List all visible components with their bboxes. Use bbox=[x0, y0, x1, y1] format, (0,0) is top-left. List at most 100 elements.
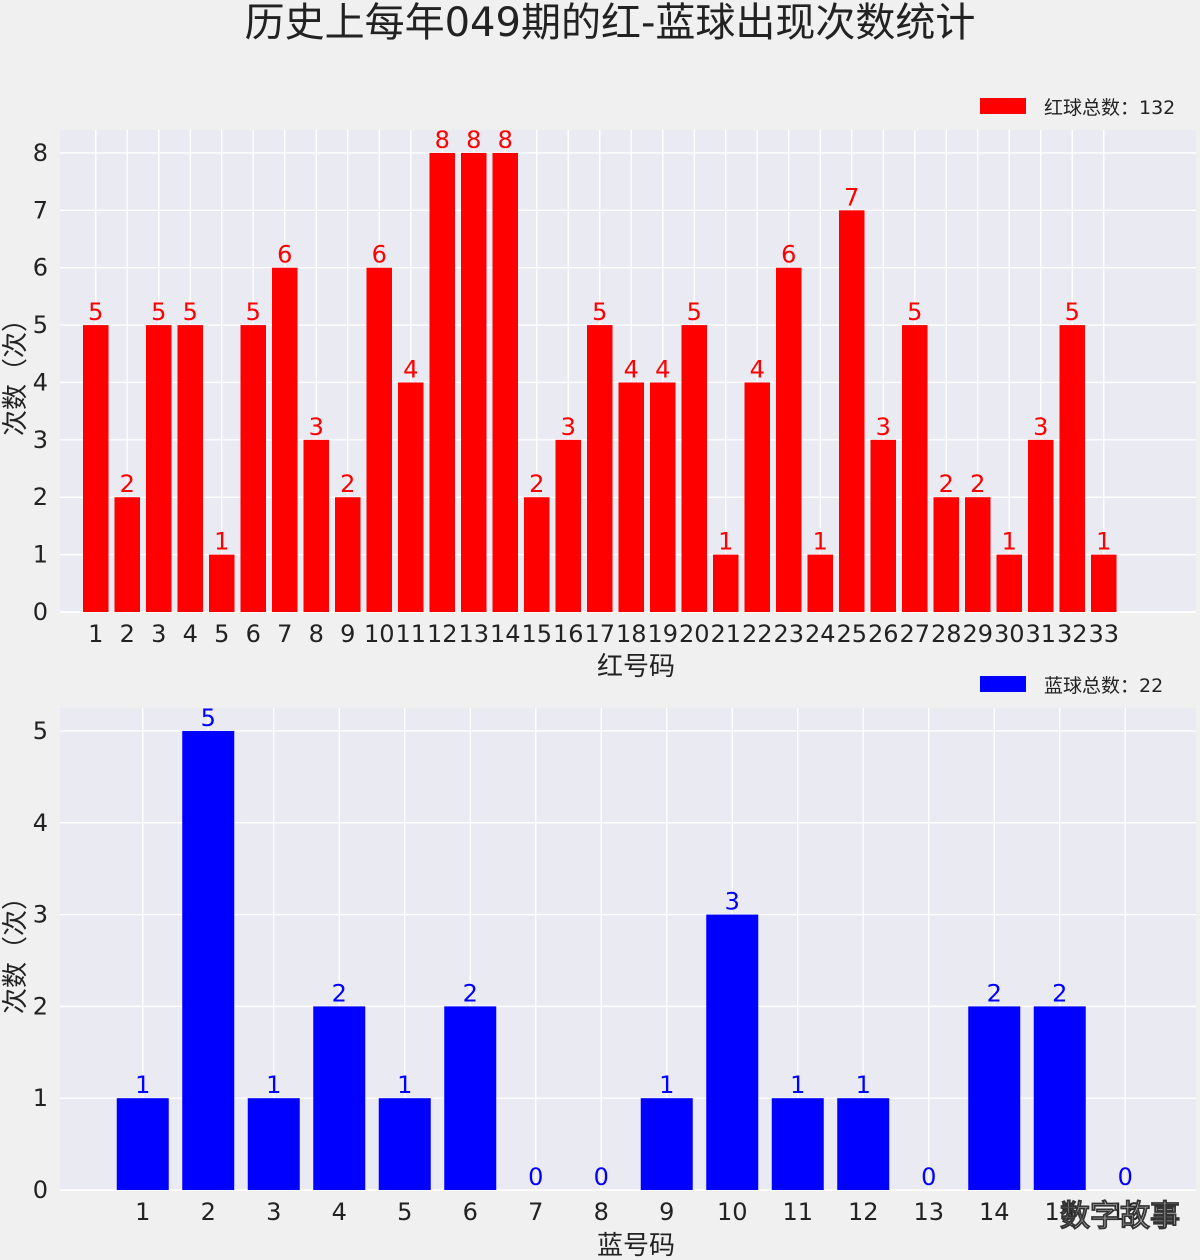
red-bar-value-label: 6 bbox=[781, 241, 796, 269]
red-bar bbox=[587, 325, 613, 612]
red-bar bbox=[524, 497, 550, 612]
red-bar-value-label: 4 bbox=[750, 355, 765, 383]
red-bar bbox=[807, 554, 833, 612]
red-bar bbox=[1028, 439, 1054, 612]
red-x-tick-label: 2 bbox=[120, 620, 135, 648]
red-bar bbox=[618, 382, 644, 612]
blue-x-tick-label: 6 bbox=[463, 1198, 478, 1226]
blue-legend-swatch bbox=[980, 676, 1026, 692]
blue-legend-label: 蓝球总数：22 bbox=[1044, 675, 1163, 697]
red-y-axis-label: 次数（次） bbox=[1, 306, 31, 436]
blue-x-tick-label: 1 bbox=[135, 1198, 150, 1226]
red-bar bbox=[146, 325, 172, 612]
red-bar-value-label: 3 bbox=[309, 413, 324, 441]
blue-bar bbox=[968, 1006, 1021, 1190]
red-bar bbox=[996, 554, 1022, 612]
red-bar-value-label: 4 bbox=[655, 355, 670, 383]
red-y-tick-label: 7 bbox=[33, 196, 48, 224]
red-bar-value-label: 2 bbox=[939, 470, 954, 498]
blue-bar-value-label: 1 bbox=[397, 1071, 412, 1099]
red-x-tick-label: 18 bbox=[616, 620, 647, 648]
red-x-tick-label: 24 bbox=[805, 620, 836, 648]
red-bar-value-label: 5 bbox=[1065, 298, 1080, 326]
red-bar bbox=[209, 554, 235, 612]
red-bar bbox=[902, 325, 928, 612]
blue-y-tick-label: 1 bbox=[33, 1084, 48, 1112]
red-bar bbox=[114, 497, 140, 612]
red-bar-value-label: 5 bbox=[907, 298, 922, 326]
red-x-tick-label: 27 bbox=[899, 620, 930, 648]
red-bar bbox=[335, 497, 361, 612]
blue-x-tick-label: 5 bbox=[397, 1198, 412, 1226]
blue-bar-value-label: 5 bbox=[201, 704, 216, 732]
red-bar-value-label: 1 bbox=[1002, 528, 1017, 556]
blue-y-axis-label: 次数（次） bbox=[1, 884, 31, 1014]
red-x-tick-label: 19 bbox=[647, 620, 678, 648]
red-bar bbox=[776, 267, 802, 612]
red-bar-value-label: 8 bbox=[435, 126, 450, 154]
red-y-tick-label: 8 bbox=[33, 139, 48, 167]
red-y-tick-label: 3 bbox=[33, 426, 48, 454]
red-x-tick-label: 1 bbox=[88, 620, 103, 648]
blue-bar bbox=[706, 914, 759, 1190]
red-x-tick-label: 5 bbox=[214, 620, 229, 648]
red-y-tick-label: 1 bbox=[33, 541, 48, 569]
red-bar-value-label: 2 bbox=[529, 470, 544, 498]
figure-title: 历史上每年049期的红-蓝球出现次数统计 bbox=[245, 0, 976, 46]
red-x-tick-label: 4 bbox=[183, 620, 198, 648]
blue-x-tick-label: 10 bbox=[717, 1198, 748, 1226]
red-x-tick-label: 20 bbox=[679, 620, 710, 648]
red-bar-value-label: 2 bbox=[340, 470, 355, 498]
red-bar bbox=[1091, 554, 1117, 612]
red-bar-value-label: 5 bbox=[592, 298, 607, 326]
red-x-tick-label: 28 bbox=[931, 620, 962, 648]
blue-x-tick-label: 13 bbox=[913, 1198, 944, 1226]
red-x-tick-label: 32 bbox=[1057, 620, 1088, 648]
red-x-tick-label: 3 bbox=[151, 620, 166, 648]
blue-bar bbox=[444, 1006, 497, 1190]
blue-x-tick-label: 9 bbox=[659, 1198, 674, 1226]
red-bar bbox=[177, 325, 203, 612]
red-bar bbox=[240, 325, 266, 612]
red-x-tick-label: 9 bbox=[340, 620, 355, 648]
red-bar-value-label: 7 bbox=[844, 183, 859, 211]
blue-bar-value-label: 2 bbox=[987, 979, 1002, 1007]
blue-bar-value-label: 0 bbox=[1118, 1163, 1133, 1191]
red-bar bbox=[83, 325, 109, 612]
red-x-tick-label: 26 bbox=[868, 620, 899, 648]
red-bar-value-label: 3 bbox=[1033, 413, 1048, 441]
blue-x-tick-label: 12 bbox=[848, 1198, 879, 1226]
blue-x-axis-label: 蓝号码 bbox=[597, 1231, 675, 1260]
red-bar-value-label: 1 bbox=[718, 528, 733, 556]
red-x-tick-label: 8 bbox=[309, 620, 324, 648]
red-bar-value-label: 6 bbox=[277, 241, 292, 269]
red-x-tick-label: 31 bbox=[1025, 620, 1056, 648]
red-bar bbox=[681, 325, 707, 612]
blue-y-tick-label: 0 bbox=[33, 1176, 48, 1204]
blue-bar-value-label: 1 bbox=[266, 1071, 281, 1099]
red-bar bbox=[1059, 325, 1085, 612]
blue-y-tick-label: 2 bbox=[33, 992, 48, 1020]
blue-bar bbox=[182, 730, 235, 1190]
red-bar bbox=[555, 439, 581, 612]
blue-bar bbox=[771, 1098, 824, 1190]
red-bar-value-label: 1 bbox=[1096, 528, 1111, 556]
red-x-tick-label: 14 bbox=[490, 620, 521, 648]
red-legend-label: 红球总数：132 bbox=[1044, 97, 1175, 119]
red-bar-value-label: 4 bbox=[624, 355, 639, 383]
red-y-tick-label: 2 bbox=[33, 483, 48, 511]
watermark: 数字故事 bbox=[1060, 1199, 1180, 1234]
red-bar bbox=[933, 497, 959, 612]
blue-x-tick-label: 2 bbox=[201, 1198, 216, 1226]
blue-bar bbox=[313, 1006, 366, 1190]
red-bar-value-label: 1 bbox=[813, 528, 828, 556]
red-bar bbox=[744, 382, 770, 612]
red-x-tick-label: 17 bbox=[584, 620, 615, 648]
red-bar-value-label: 8 bbox=[498, 126, 513, 154]
blue-x-tick-label: 15 bbox=[1044, 1198, 1075, 1226]
blue-x-tick-label: 11 bbox=[782, 1198, 813, 1226]
blue-bar-value-label: 0 bbox=[594, 1163, 609, 1191]
blue-y-tick-label: 4 bbox=[33, 809, 48, 837]
